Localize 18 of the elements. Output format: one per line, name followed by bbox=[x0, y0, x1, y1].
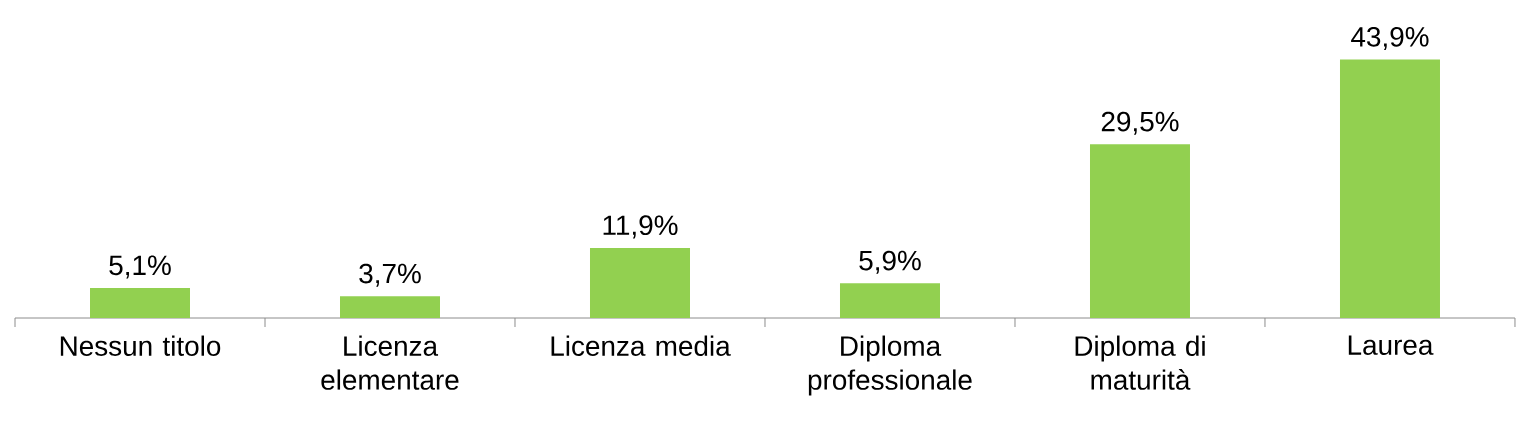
bar bbox=[1339, 59, 1440, 318]
x-tick-label: Diploma di maturità bbox=[1075, 335, 1205, 390]
data-label: 3,7% bbox=[359, 263, 421, 287]
data-label: 5,1% bbox=[109, 255, 171, 279]
x-tick-label: Nessun titolo bbox=[60, 335, 221, 356]
bar bbox=[90, 287, 190, 318]
bar bbox=[1089, 144, 1190, 318]
data-label: 43,9% bbox=[1351, 26, 1429, 50]
x-tick-label: Licenza media bbox=[551, 335, 731, 356]
data-label: 5,9% bbox=[859, 250, 921, 274]
x-tick-label: Diploma professionale bbox=[808, 335, 972, 396]
data-label: 29,5% bbox=[1101, 111, 1179, 135]
bar bbox=[839, 283, 940, 318]
data-label: 11,9% bbox=[603, 215, 678, 239]
bar bbox=[340, 296, 440, 318]
bar bbox=[589, 247, 690, 318]
x-tick-label: Laurea bbox=[1348, 335, 1434, 355]
x-tick-label: Licenza elementare bbox=[321, 335, 459, 390]
